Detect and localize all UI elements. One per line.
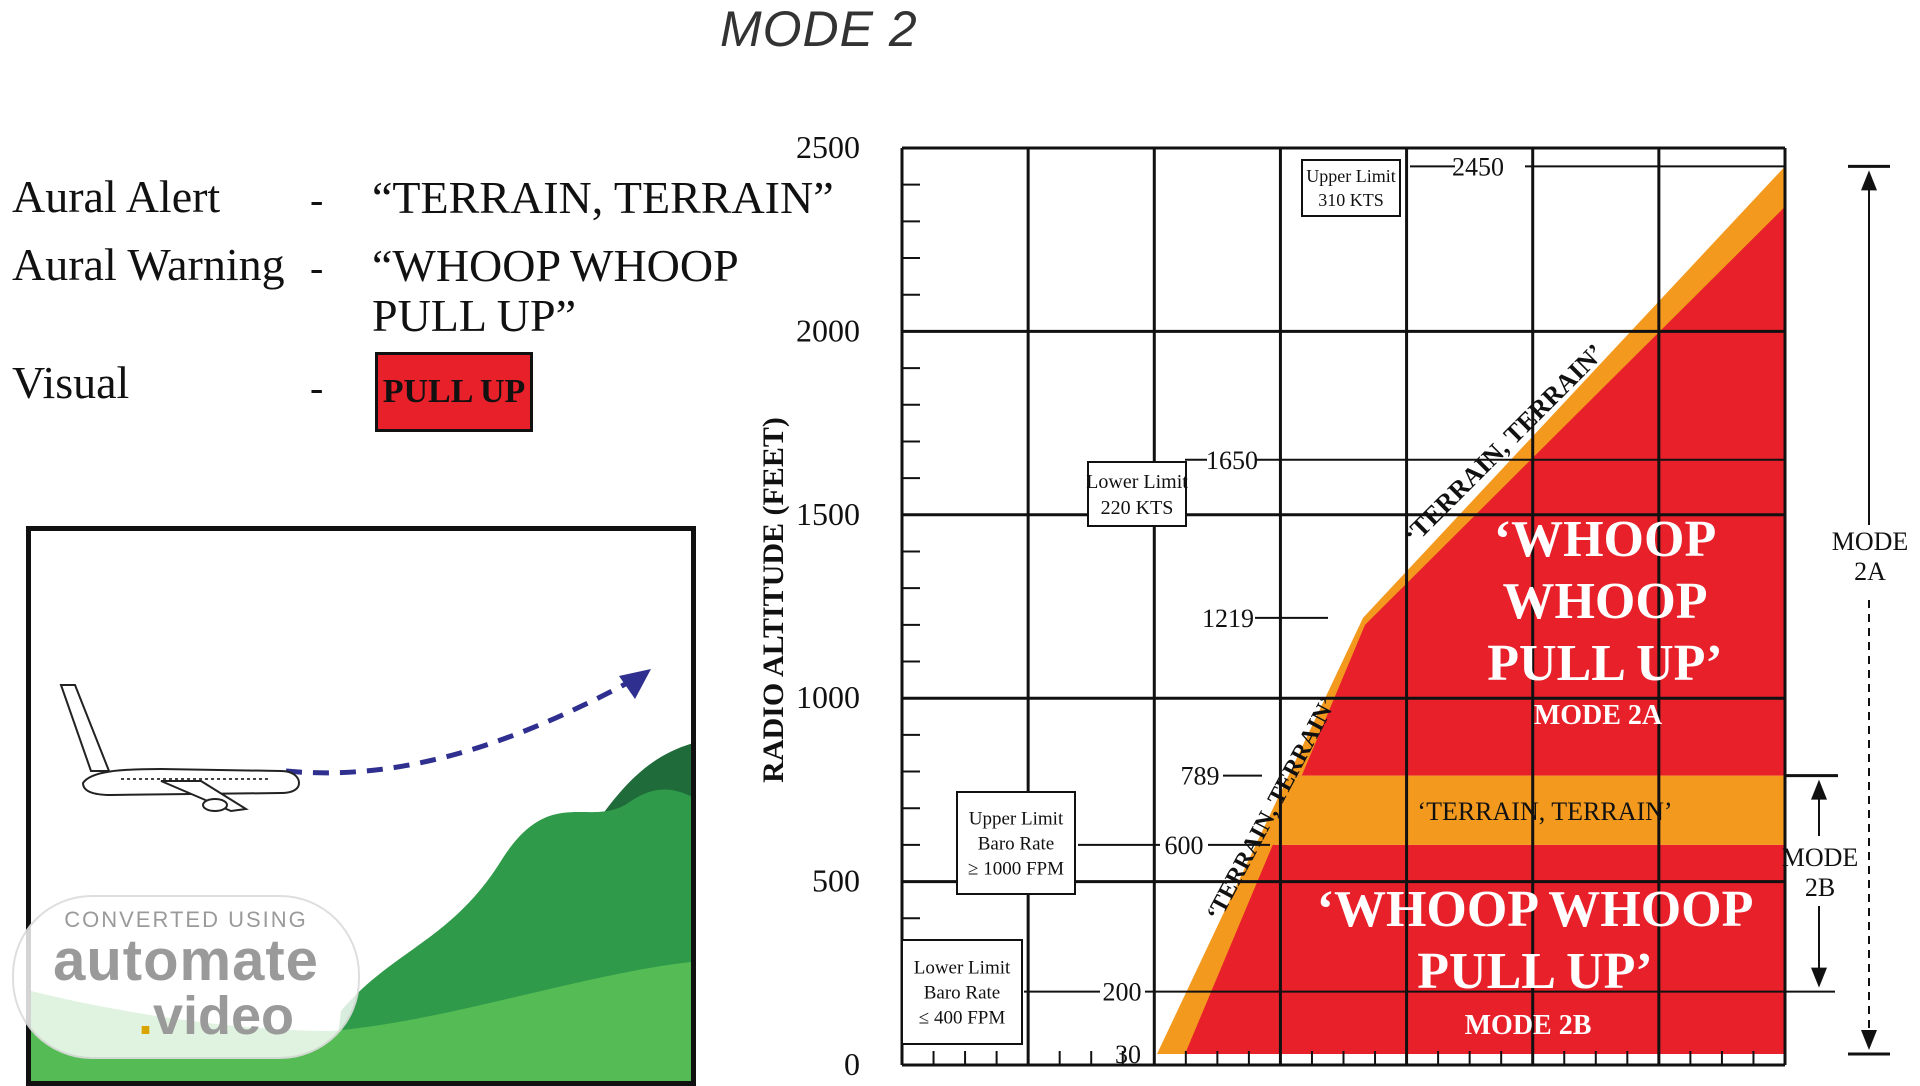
callout-text: 310 KTS xyxy=(1318,190,1384,210)
arrow-down-icon xyxy=(1811,967,1827,988)
aural-warning-text-line2: PULL UP” xyxy=(372,290,577,341)
altitude-mark-label: 200 xyxy=(1103,978,1142,1007)
altitude-mark-label: 30 xyxy=(1115,1040,1141,1069)
callout-text: Lower Limit xyxy=(914,958,1011,979)
aural-warning-dash: - xyxy=(310,245,324,290)
aural-alert-text: “TERRAIN, TERRAIN” xyxy=(372,172,834,223)
altitude-mark-label: 789 xyxy=(1181,762,1220,791)
y-tick-label: 2500 xyxy=(796,129,860,165)
callout-lower-limit-baro xyxy=(901,939,1023,1045)
watermark-dot: . xyxy=(137,986,153,1046)
airplane-icon xyxy=(59,684,301,813)
mode2b-warning-text: PULL UP’ xyxy=(1417,943,1652,1000)
visual-label: Visual xyxy=(12,357,130,408)
arrowhead-icon xyxy=(619,669,651,699)
callout-text: ≥ 1000 FPM xyxy=(968,859,1064,880)
callout-lower-limit-speed xyxy=(1087,461,1187,527)
visual-dash: - xyxy=(310,365,324,410)
mode2b-region-label: MODE 2B xyxy=(1465,1010,1592,1041)
arrow-up-icon xyxy=(1861,170,1877,191)
aural-alert-label: Aural Alert xyxy=(12,171,221,222)
callout-text: Lower Limit xyxy=(1086,471,1188,493)
y-axis-label: RADIO ALTITUDE (FEET) xyxy=(757,417,790,783)
altitude-mark-label: 1650 xyxy=(1206,446,1258,475)
altitude-mark-label: 2450 xyxy=(1452,152,1504,181)
y-tick-label: 0 xyxy=(844,1046,860,1080)
mode2a-side-label: 2A xyxy=(1854,557,1886,586)
y-tick-label: 2000 xyxy=(796,312,860,348)
arrow-up-icon xyxy=(1811,779,1827,800)
callout-text: Baro Rate xyxy=(978,834,1055,855)
aural-warning-label: Aural Warning xyxy=(12,239,285,290)
mode2b-side-label: MODE xyxy=(1782,843,1859,872)
mode2a-side-label: MODE xyxy=(1832,527,1909,556)
callout-text: Baro Rate xyxy=(924,983,1001,1004)
callout-text: Upper Limit xyxy=(1306,166,1395,186)
mode2a-warning-text: PULL UP’ xyxy=(1487,635,1722,692)
y-tick-label: 500 xyxy=(812,863,860,899)
mode2b-side-label: 2B xyxy=(1805,873,1835,902)
y-tick-label: 1000 xyxy=(796,679,860,715)
watermark-line1: CONVERTED USING xyxy=(64,907,308,932)
watermark-video: video xyxy=(152,986,295,1046)
caution-band-mode2b xyxy=(1270,775,1785,845)
aural-alert-dash: - xyxy=(310,177,324,222)
watermark-line2: automate xyxy=(53,928,319,993)
callout-upper-limit-speed xyxy=(1301,159,1401,217)
mode2b-caution-text: ‘TERRAIN, TERRAIN’ xyxy=(1417,797,1672,826)
arrow-down-icon xyxy=(1861,1029,1877,1050)
mode2a-region-label: MODE 2A xyxy=(1534,700,1663,731)
callout-upper-limit-baro xyxy=(956,791,1076,895)
y-tick-label: 1500 xyxy=(796,496,860,532)
altitude-mark-label: 600 xyxy=(1165,831,1204,860)
pull-up-annunciator: PULL UP xyxy=(375,352,533,432)
altitude-mark-label: 1219 xyxy=(1202,604,1254,633)
converted-watermark: CONVERTED USING automate .video xyxy=(12,895,360,1059)
watermark-line3: .video xyxy=(74,985,358,1047)
mode2a-warning-text: ‘WHOOP xyxy=(1494,511,1716,568)
flight-path-arrow xyxy=(285,678,633,776)
aural-warning-text-line1: “WHOOP WHOOP xyxy=(372,240,739,291)
mode2a-warning-text: WHOOP xyxy=(1502,573,1707,630)
callout-text: 220 KTS xyxy=(1101,497,1174,519)
callout-text: Upper Limit xyxy=(969,809,1064,830)
mode2b-warning-text: ‘WHOOP WHOOP xyxy=(1317,881,1754,938)
callout-text: ≤ 400 FPM xyxy=(919,1008,1006,1029)
warning-region xyxy=(1185,206,1785,1054)
page-title: MODE 2 xyxy=(720,1,918,57)
